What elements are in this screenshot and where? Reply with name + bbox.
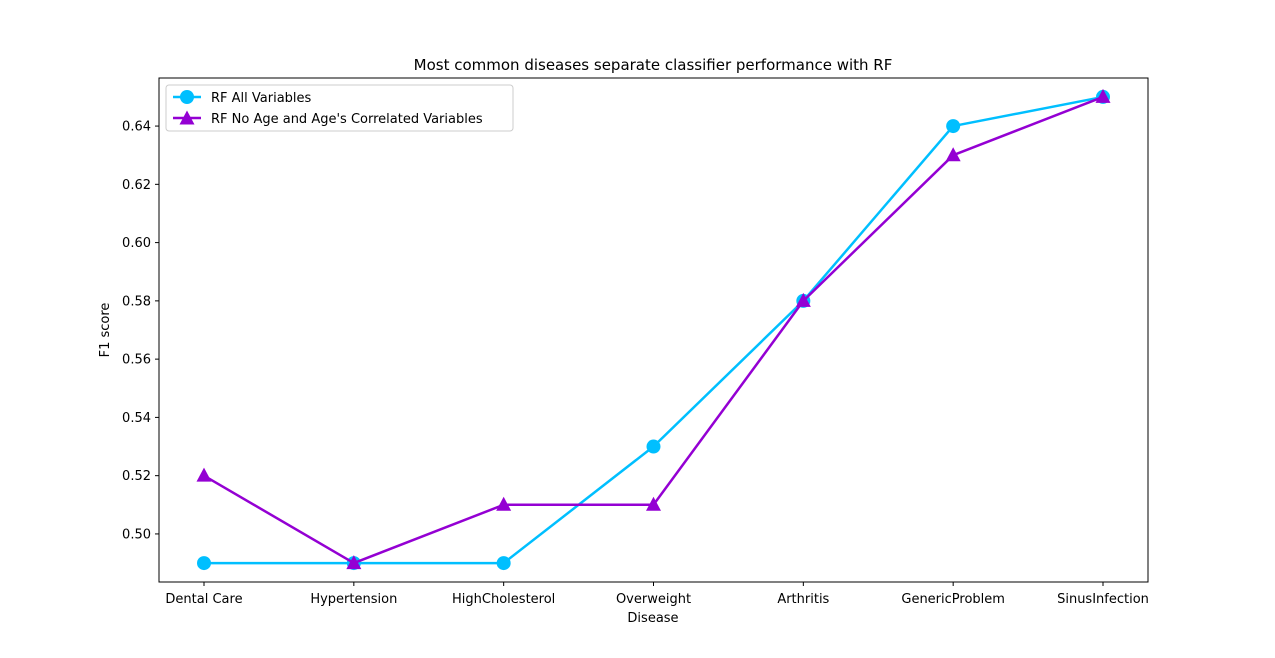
plot-area <box>196 88 1111 571</box>
data-point-rf-no-age-and-age-s-correlated-variables-dental-care <box>196 467 212 482</box>
legend-label-rf-all: RF All Variables <box>211 91 312 106</box>
x-tick-label-highcholesterol: HighCholesterol <box>452 592 555 607</box>
x-tick-label-sinusinfection: SinusInfection <box>1057 592 1149 607</box>
y-tick-label: 0.54 <box>122 411 151 426</box>
series-rf-no-age-and-age-s-correlated-variables <box>196 88 1111 570</box>
data-point-rf-no-age-and-age-s-correlated-variables-overweight <box>646 496 661 511</box>
x-axis: Dental Care Hypertension HighCholesterol Ov… <box>165 582 1149 607</box>
legend-marker-circle <box>180 90 194 104</box>
legend: RF All Variables RF No Age and Age's Cor… <box>165 84 514 132</box>
y-tick-label: 0.58 <box>122 294 151 309</box>
data-point-rf-all-variables-highcholesterol <box>496 556 511 571</box>
data-point-rf-no-age-and-age-s-correlated-variables-highcholesterol <box>496 496 512 511</box>
y-axis: 0.50 0.52 0.54 0.56 0.58 0.60 0.62 0.64 <box>122 120 159 542</box>
x-tick-label-arthritis: Arthritis <box>777 592 829 607</box>
y-tick-label: 0.50 <box>122 527 151 542</box>
chart-title: Most common diseases separate classifier… <box>414 56 893 74</box>
x-tick-label-hypertension: Hypertension <box>310 592 397 607</box>
legend-label-rf-no-age: RF No Age and Age's Correlated Variables <box>211 112 483 127</box>
data-point-rf-all-variables-overweight <box>646 439 661 454</box>
data-point-rf-all-variables-dental-care <box>197 556 211 571</box>
legend-box <box>165 84 514 132</box>
y-tick-label: 0.52 <box>122 469 151 484</box>
data-point-rf-no-age-and-age-s-correlated-variables-hypertension <box>346 555 362 570</box>
x-tick-label-dental-care: Dental Care <box>165 592 242 607</box>
y-tick-label: 0.62 <box>122 178 151 193</box>
data-point-rf-all-variables-genericproblem <box>946 119 961 134</box>
x-tick-label-genericproblem: GenericProblem <box>901 592 1005 607</box>
x-tick-label-overweight: Overweight <box>616 592 691 607</box>
x-axis-label: Disease <box>627 611 678 626</box>
legend-marker-triangle <box>179 110 195 125</box>
data-point-rf-no-age-and-age-s-correlated-variables-arthritis <box>795 292 811 307</box>
y-tick-label: 0.60 <box>122 236 151 251</box>
y-tick-label: 0.64 <box>122 120 151 135</box>
y-axis-label: F1 score <box>98 303 113 358</box>
data-point-rf-no-age-and-age-s-correlated-variables-genericproblem <box>945 147 961 162</box>
data-point-rf-no-age-and-age-s-correlated-variables-sinusinfection <box>1095 88 1111 103</box>
y-tick-label: 0.56 <box>122 353 151 368</box>
